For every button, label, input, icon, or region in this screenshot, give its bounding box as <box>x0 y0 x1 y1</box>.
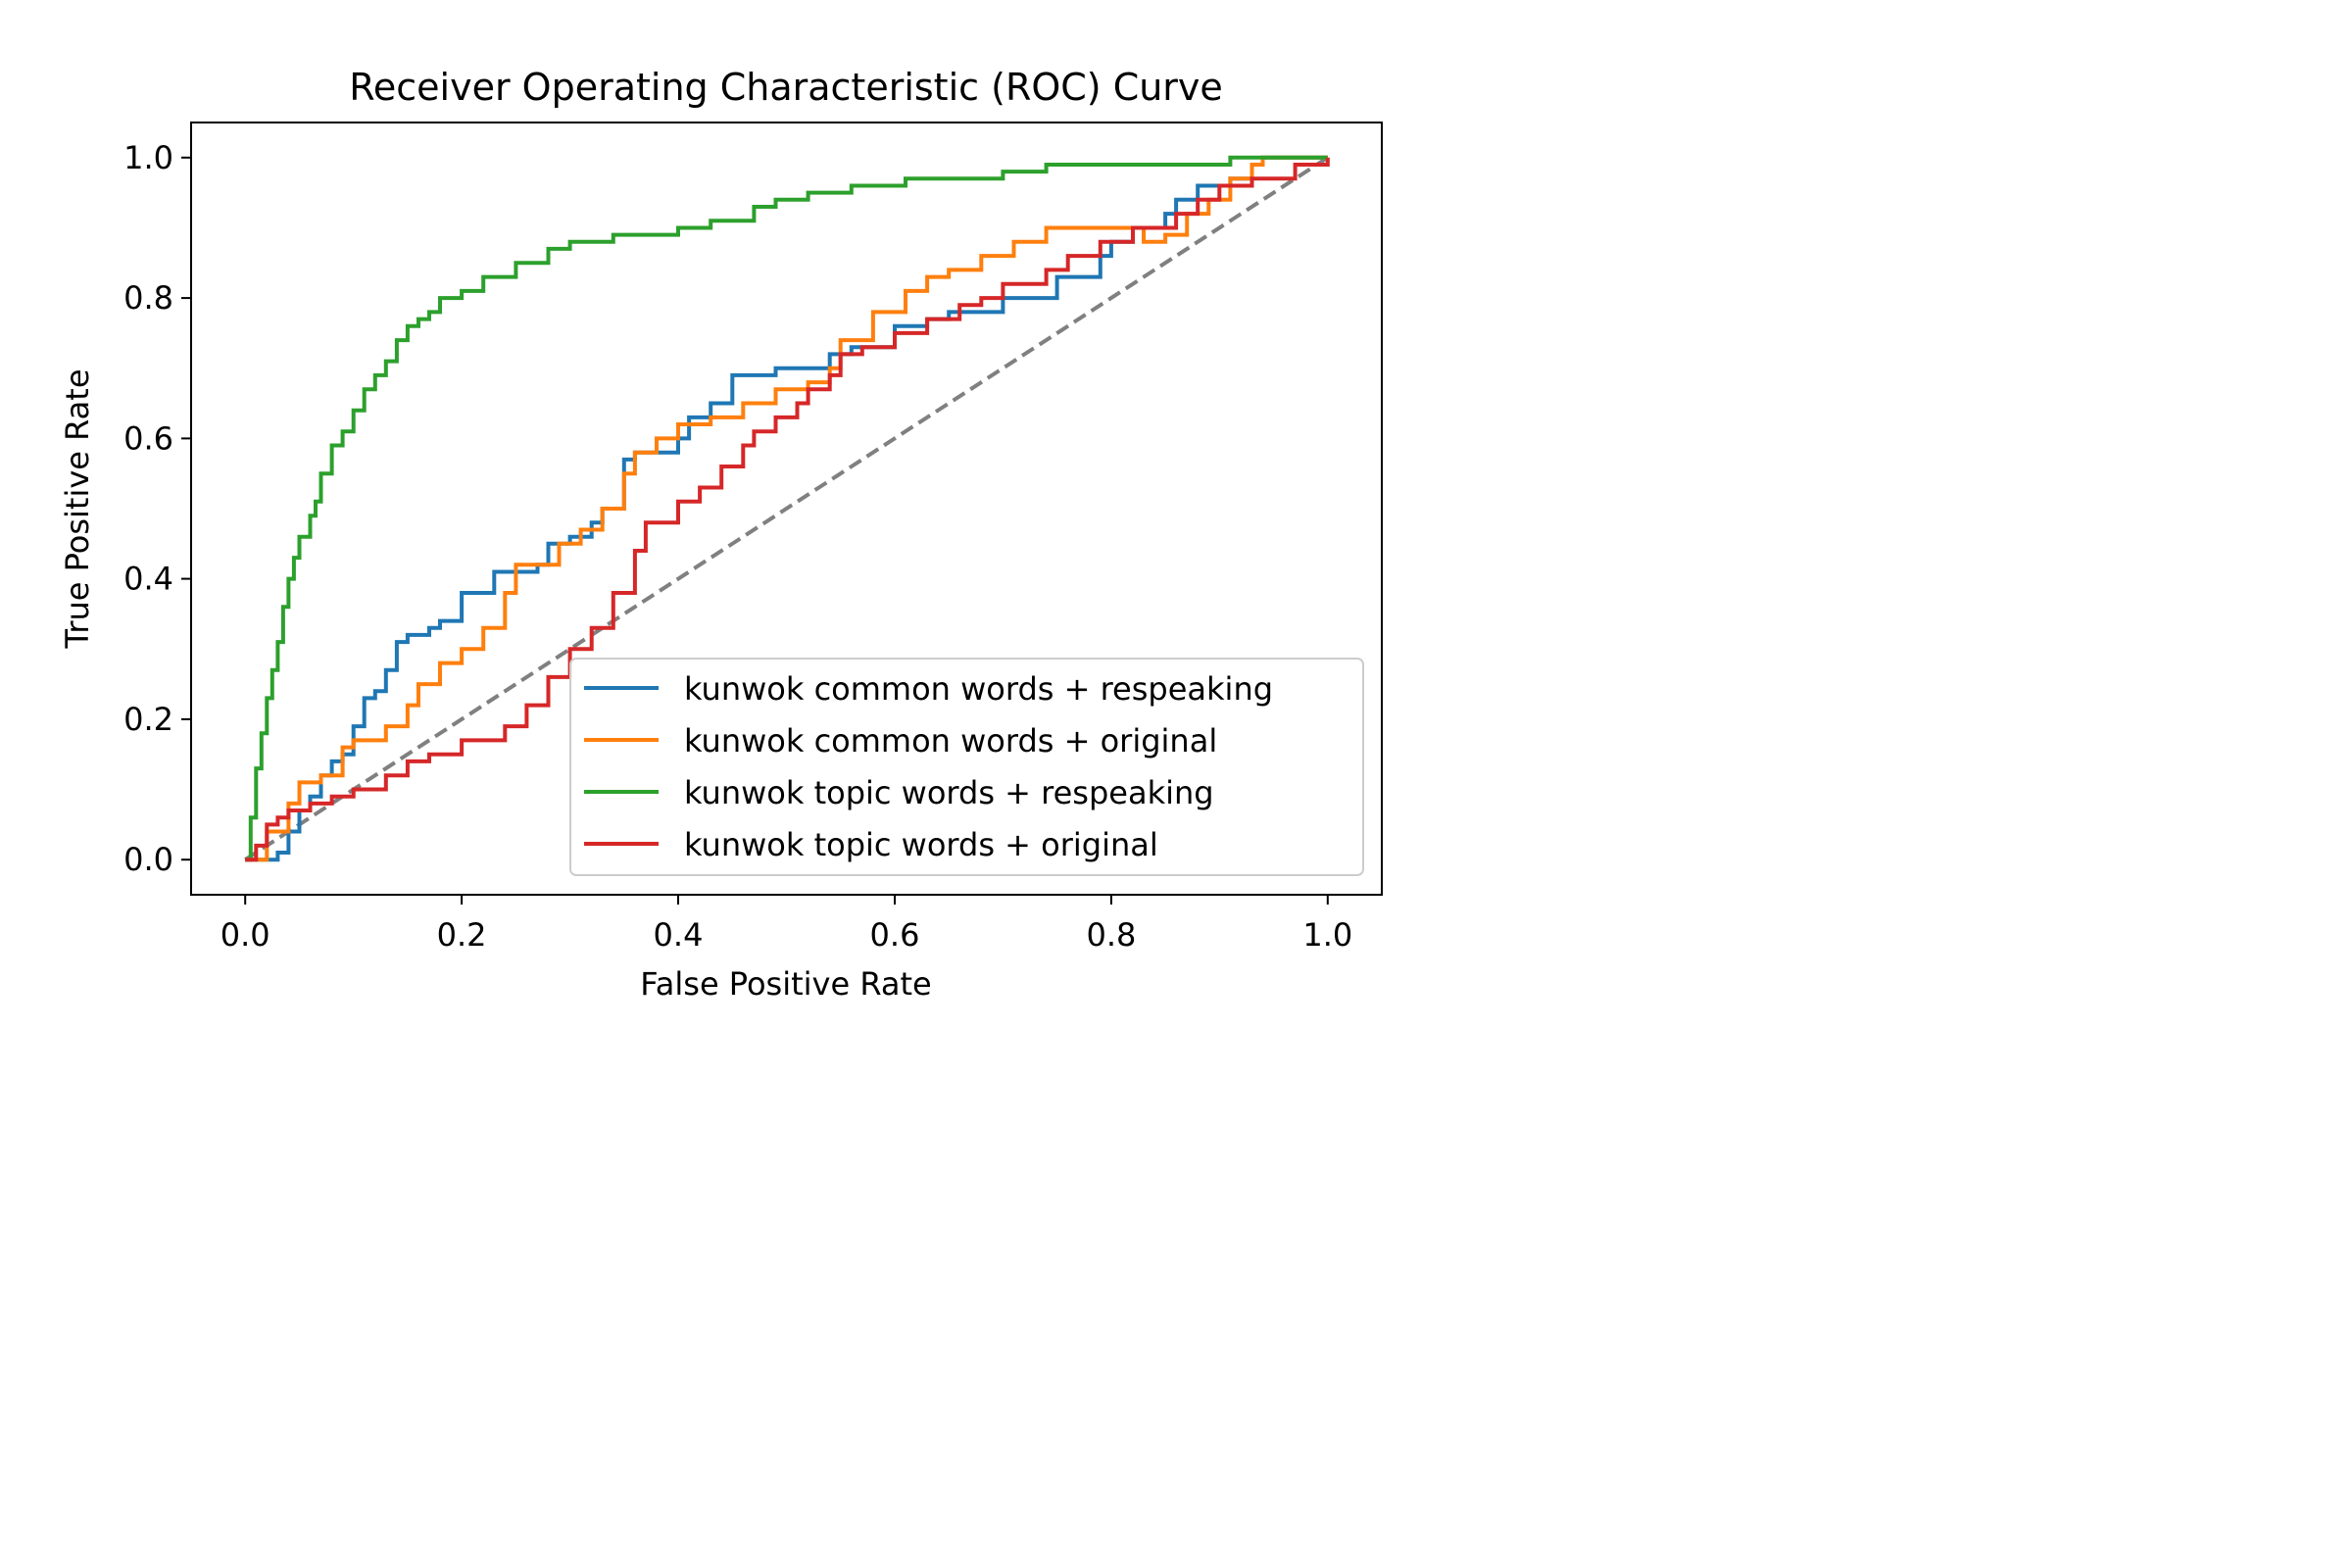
x-tick-label-1: 0.2 <box>437 916 487 954</box>
x-tick-label-5: 1.0 <box>1302 916 1352 954</box>
legend-label-0: kunwok common words + respeaking <box>684 670 1273 708</box>
x-tick-label-2: 0.4 <box>654 916 704 954</box>
legend-label-3: kunwok topic words + original <box>684 826 1158 863</box>
y-tick-label-0: 0.0 <box>123 841 173 878</box>
legend-box <box>569 658 1364 876</box>
plot-frame <box>190 122 1383 896</box>
y-tick-label-3: 0.6 <box>123 419 173 457</box>
series-line-3 <box>245 157 1330 862</box>
roc-chart-svg: Receiver Operating Characteristic (ROC) … <box>59 66 1383 1003</box>
x-axis-ticks: 0.0 0.2 0.4 0.6 0.8 1.0 <box>220 895 1352 954</box>
x-tick-label-4: 0.8 <box>1086 916 1136 954</box>
chart-title: Receiver Operating Characteristic (ROC) … <box>349 66 1223 109</box>
roc-chart: Receiver Operating Characteristic (ROC) … <box>0 0 1515 1024</box>
legend-items: kunwok common words + respeaking kunwok c… <box>584 670 1273 863</box>
y-axis-ticks: 0.0 0.2 0.4 0.6 0.8 1.0 <box>123 139 191 878</box>
y-tick-label-4: 0.8 <box>123 279 173 317</box>
legend-label-2: kunwok topic words + respeaking <box>684 774 1214 811</box>
y-tick-label-1: 0.2 <box>123 701 173 738</box>
legend: kunwok common words + respeaking kunwok c… <box>569 658 1364 876</box>
series-layer <box>245 155 1330 862</box>
chance-diagonal <box>244 156 1329 861</box>
x-tick-label-0: 0.0 <box>220 916 270 954</box>
x-tick-label-3: 0.6 <box>870 916 920 954</box>
x-axis-label: False Positive Rate <box>640 965 931 1003</box>
y-axis-label: True Positive Rate <box>59 368 96 649</box>
y-tick-label-2: 0.4 <box>123 561 173 598</box>
series-line-2 <box>245 155 1328 862</box>
diagonal-layer <box>244 156 1329 861</box>
legend-label-1: kunwok common words + original <box>684 722 1217 760</box>
y-tick-label-5: 1.0 <box>123 139 173 176</box>
